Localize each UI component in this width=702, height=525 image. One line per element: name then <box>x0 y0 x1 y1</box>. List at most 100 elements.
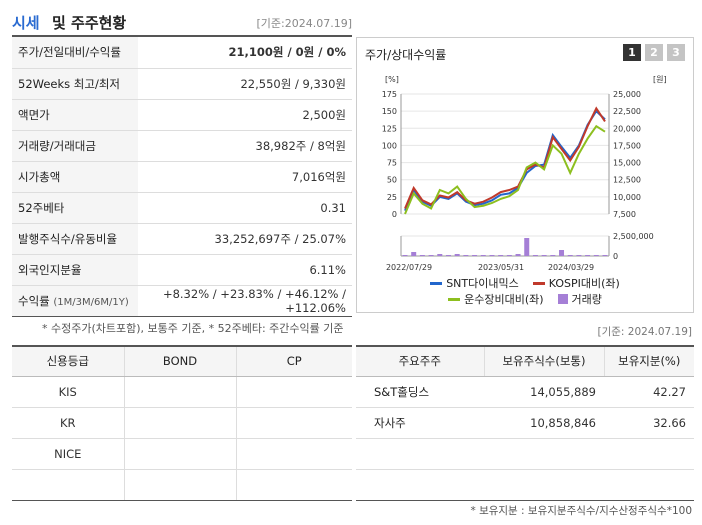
volume-tick-label: 2,500,000 <box>613 232 654 241</box>
series-line <box>404 124 606 215</box>
shareholder-name <box>356 438 484 470</box>
share-ratio <box>604 469 694 501</box>
chart-page-3-button[interactable]: 3 <box>667 44 685 61</box>
table-header-row: 신용등급 BOND CP <box>12 345 352 377</box>
legend-item: 거래량 <box>557 291 602 307</box>
shareholder-name: 자사주 <box>356 407 484 439</box>
y2-tick-label: 22,500 <box>613 107 641 116</box>
legend-item: KOSPI대비(좌) <box>532 275 620 291</box>
table-row: NICE <box>12 438 352 470</box>
info-value: 0.31 <box>138 192 352 224</box>
legend-label: KOSPI대비(좌) <box>548 277 620 290</box>
info-value: 7,016억원 <box>138 161 352 193</box>
info-label: 외국인지분율 <box>12 254 138 286</box>
volume-bar <box>515 254 521 256</box>
table-cell: KR <box>12 407 125 439</box>
table-row: 외국인지분율 6.11% <box>12 254 352 286</box>
y2-tick-label: 10,000 <box>613 193 641 202</box>
chart-pager: 1 2 3 <box>623 44 685 61</box>
legend-label: 거래량 <box>571 293 602 306</box>
table-cell <box>236 407 352 439</box>
table-row <box>356 469 694 501</box>
y-tick-label: 0 <box>392 210 397 219</box>
table-row: 자사주 10,858,846 32.66 <box>356 407 694 439</box>
info-label: 발행주식수/유동비율 <box>12 223 138 255</box>
y-tick-label: 175 <box>382 90 397 99</box>
volume-bar <box>602 255 608 256</box>
volume-bar <box>463 255 469 256</box>
info-label: 거래량/거래대금 <box>12 130 138 162</box>
table-cell <box>236 438 352 470</box>
volume-bar <box>506 255 512 256</box>
table-row: 52주베타 0.31 <box>12 192 352 224</box>
volume-bar <box>489 255 495 256</box>
chart-page-1-button[interactable]: 1 <box>623 44 641 61</box>
return-value: +8.32% / +23.83% / +46.12% / +112.06% <box>138 285 352 317</box>
return-label-text: 수익률 <box>18 293 50 308</box>
info-label: 시가총액 <box>12 161 138 193</box>
volume-bar <box>576 255 582 256</box>
x-tick-label: 2022/07/29 <box>386 263 432 272</box>
footnote: * 수정주가(차트포함), 보통주 기준, * 52주베타: 주간수익률 기준 <box>42 322 344 335</box>
column-header: 신용등급 <box>12 345 125 377</box>
volume-bar <box>550 255 556 256</box>
major-shareholders-table: 주요주주 보유주식수(보통) 보유지분(%) S&T홀딩스 14,055,889 4… <box>356 345 694 501</box>
return-periods: (1M/3M/6M/1Y) <box>53 296 129 308</box>
info-label: 주가/전일대비/수익률 <box>12 37 138 69</box>
table-row: 시가총액 7,016억원 <box>12 161 352 193</box>
y2-tick-label: 15,000 <box>613 159 641 168</box>
table-cell <box>124 407 237 439</box>
volume-bar <box>524 238 530 256</box>
section-title: 및 주주현황 <box>52 14 127 32</box>
right-axis-unit: [원] <box>653 75 667 84</box>
volume-bar <box>559 250 565 256</box>
chart-title: 주가/상대수익률 <box>365 48 447 62</box>
shareholder-name: S&T홀딩스 <box>356 376 484 408</box>
column-header: 주요주주 <box>356 345 485 377</box>
share-ratio <box>604 438 694 470</box>
base-date: [기준:2024.07.19] <box>256 17 352 30</box>
chart-page-2-button[interactable]: 2 <box>645 44 663 61</box>
legend-item: 운수장비대비(좌) <box>448 291 544 307</box>
volume-bar <box>498 255 504 256</box>
y-tick-label: 125 <box>382 124 397 133</box>
table-cell: KIS <box>12 376 125 408</box>
info-label: 액면가 <box>12 99 138 131</box>
table-row: 발행주식수/유동비율 33,252,697주 / 25.07% <box>12 223 352 255</box>
legend-line-icon <box>430 281 443 285</box>
table-row: 거래량/거래대금 38,982주 / 8억원 <box>12 130 352 162</box>
y2-tick-label: 17,500 <box>613 141 641 150</box>
info-value: 6.11% <box>138 254 352 286</box>
table-cell <box>124 469 237 501</box>
share-ratio: 32.66 <box>604 407 694 439</box>
header-divider <box>12 35 352 37</box>
volume-bar <box>428 255 434 256</box>
shares-held: 14,055,889 <box>484 376 604 408</box>
table-cell <box>124 438 237 470</box>
table-row: 액면가 2,500원 <box>12 99 352 131</box>
shareholder-footnote: * 보유지분 : 보유지분주식수/지수산정주식수*100 <box>470 505 692 517</box>
volume-bar <box>472 255 478 256</box>
quote-info-table: 주가/전일대비/수익률 21,100원 / 0원 / 0% 52Weeks 최고/… <box>12 37 352 317</box>
legend-label: SNT다이내믹스 <box>446 277 519 290</box>
legend-label: 운수장비대비(좌) <box>464 293 544 306</box>
info-value: 38,982주 / 8억원 <box>138 130 352 162</box>
left-axis-unit: [%] <box>385 75 399 84</box>
volume-bar <box>585 255 591 256</box>
chart-legend: SNT다이내믹스 KOSPI대비(좌) 운수장비대비(좌) 거래량 <box>356 275 694 307</box>
shares-held <box>484 469 604 501</box>
volume-bar <box>419 255 425 256</box>
volume-bar <box>437 254 443 256</box>
share-ratio: 42.27 <box>604 376 694 408</box>
return-row: 수익률 (1M/3M/6M/1Y) +8.32% / +23.83% / +46… <box>12 285 352 317</box>
volume-bar <box>480 255 486 256</box>
x-tick-label: 2023/05/31 <box>478 263 524 272</box>
table-row <box>12 469 352 501</box>
volume-bar <box>567 255 573 256</box>
base-date-secondary: [기준: 2024.07.19] <box>597 326 692 338</box>
volume-bar <box>411 252 417 256</box>
y-tick-label: 25 <box>387 193 397 202</box>
section-title-accent: 시세 <box>12 14 40 32</box>
y2-tick-label: 12,500 <box>613 176 641 185</box>
y-tick-label: 100 <box>382 141 397 150</box>
